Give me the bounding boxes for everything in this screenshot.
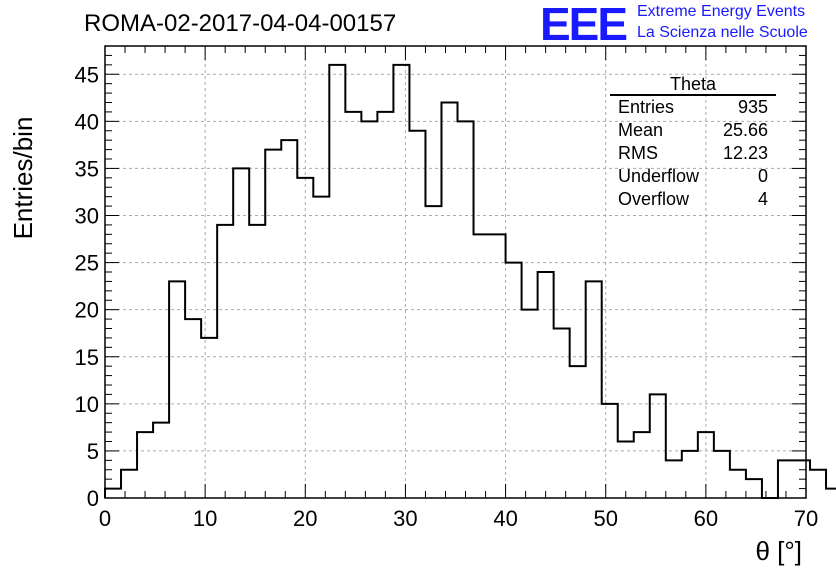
histogram-bin — [602, 404, 618, 498]
stats-row: Underflow 0 — [610, 165, 776, 188]
histogram-bin — [826, 489, 836, 498]
stats-row: Mean 25.66 — [610, 119, 776, 142]
histogram-bin — [570, 366, 586, 498]
histogram-bin — [121, 470, 137, 498]
y-tick-label: 25 — [75, 251, 99, 276]
eee-logo: EEE — [540, 0, 628, 50]
logo-subtitle-line1: Extreme Energy Events — [637, 3, 806, 20]
histogram-bin — [345, 112, 361, 498]
histogram-bin — [281, 140, 297, 498]
histogram-bin — [746, 479, 762, 498]
x-tick-label: 40 — [493, 506, 517, 531]
histogram-bin — [313, 197, 329, 498]
stats-row: Entries 935 — [610, 96, 776, 119]
histogram-bin — [794, 460, 810, 498]
y-tick-label: 5 — [87, 439, 99, 464]
histogram-bin — [682, 451, 698, 498]
y-tick-label: 10 — [75, 392, 99, 417]
stats-box: Theta Entries 935 Mean 25.66 RMS 12.23 U… — [610, 74, 776, 211]
histogram-bin — [810, 470, 826, 498]
histogram-bin — [169, 281, 185, 498]
histogram-bin — [329, 65, 345, 498]
stats-row: Overflow 4 — [610, 188, 776, 211]
histogram-bin — [634, 432, 650, 498]
x-tick-label: 0 — [99, 506, 111, 531]
histogram-bin — [522, 310, 538, 498]
histogram-bin — [409, 131, 425, 498]
logo-subtitle-line2: La Scienza nelle Scuole — [637, 24, 808, 41]
stats-label: Underflow — [618, 166, 700, 186]
histogram-bin — [778, 460, 794, 498]
histogram-bin — [137, 432, 153, 498]
histogram-bin — [666, 460, 682, 498]
chart-title: ROMA-02-2017-04-04-00157 — [84, 10, 397, 37]
stats-value: 12.23 — [722, 143, 768, 163]
histogram-bin — [201, 338, 217, 498]
x-tick-label: 30 — [393, 506, 417, 531]
stats-label: Mean — [618, 120, 664, 140]
stats-box-title: Theta — [610, 74, 776, 96]
histogram-bin — [297, 178, 313, 498]
y-tick-label: 30 — [75, 204, 99, 229]
y-tick-label: 45 — [75, 62, 99, 87]
y-tick-label: 40 — [75, 109, 99, 134]
stats-label: Overflow — [618, 189, 690, 209]
stats-label: RMS — [618, 143, 658, 163]
histogram-bin — [730, 470, 746, 498]
y-tick-label: 15 — [75, 345, 99, 370]
stats-value: 0 — [757, 166, 768, 186]
x-tick-label: 20 — [293, 506, 317, 531]
stats-value: 25.66 — [722, 120, 768, 140]
histogram-bin — [153, 423, 169, 498]
histogram-bin — [554, 329, 570, 499]
histogram-bin — [714, 451, 730, 498]
histogram-bin — [425, 206, 441, 498]
x-tick-label: 50 — [593, 506, 617, 531]
histogram-bin — [185, 319, 201, 498]
histogram-bin — [249, 225, 265, 498]
histogram-bin — [506, 263, 522, 498]
histogram-bin — [586, 281, 602, 498]
histogram-outline — [104, 63, 836, 499]
stats-value: 4 — [757, 189, 768, 209]
histogram-bin — [217, 225, 233, 498]
histogram-bin — [441, 103, 457, 499]
histogram-bin — [458, 121, 474, 498]
histogram-bin — [698, 432, 714, 498]
stats-value: 935 — [737, 97, 768, 117]
x-tick-label: 60 — [694, 506, 718, 531]
y-tick-label: 20 — [75, 298, 99, 323]
histogram-bin — [105, 489, 121, 498]
stats-row: RMS 12.23 — [610, 142, 776, 165]
histogram-bin — [361, 121, 377, 498]
histogram-bin — [233, 168, 249, 498]
x-tick-label: 70 — [794, 506, 818, 531]
x-axis-label: θ [°] — [755, 536, 802, 566]
histogram-bin — [393, 65, 409, 498]
histogram-bin — [618, 442, 634, 499]
histogram-bin — [474, 234, 490, 498]
histogram-bin — [377, 112, 393, 498]
histogram-bin — [650, 394, 666, 498]
y-tick-label: 35 — [75, 156, 99, 181]
histogram-bin — [265, 150, 281, 498]
stats-label: Entries — [618, 97, 675, 117]
histogram-bin — [490, 234, 506, 498]
histogram-bin — [538, 272, 554, 498]
y-tick-label: 0 — [87, 486, 99, 511]
x-tick-label: 10 — [193, 506, 217, 531]
